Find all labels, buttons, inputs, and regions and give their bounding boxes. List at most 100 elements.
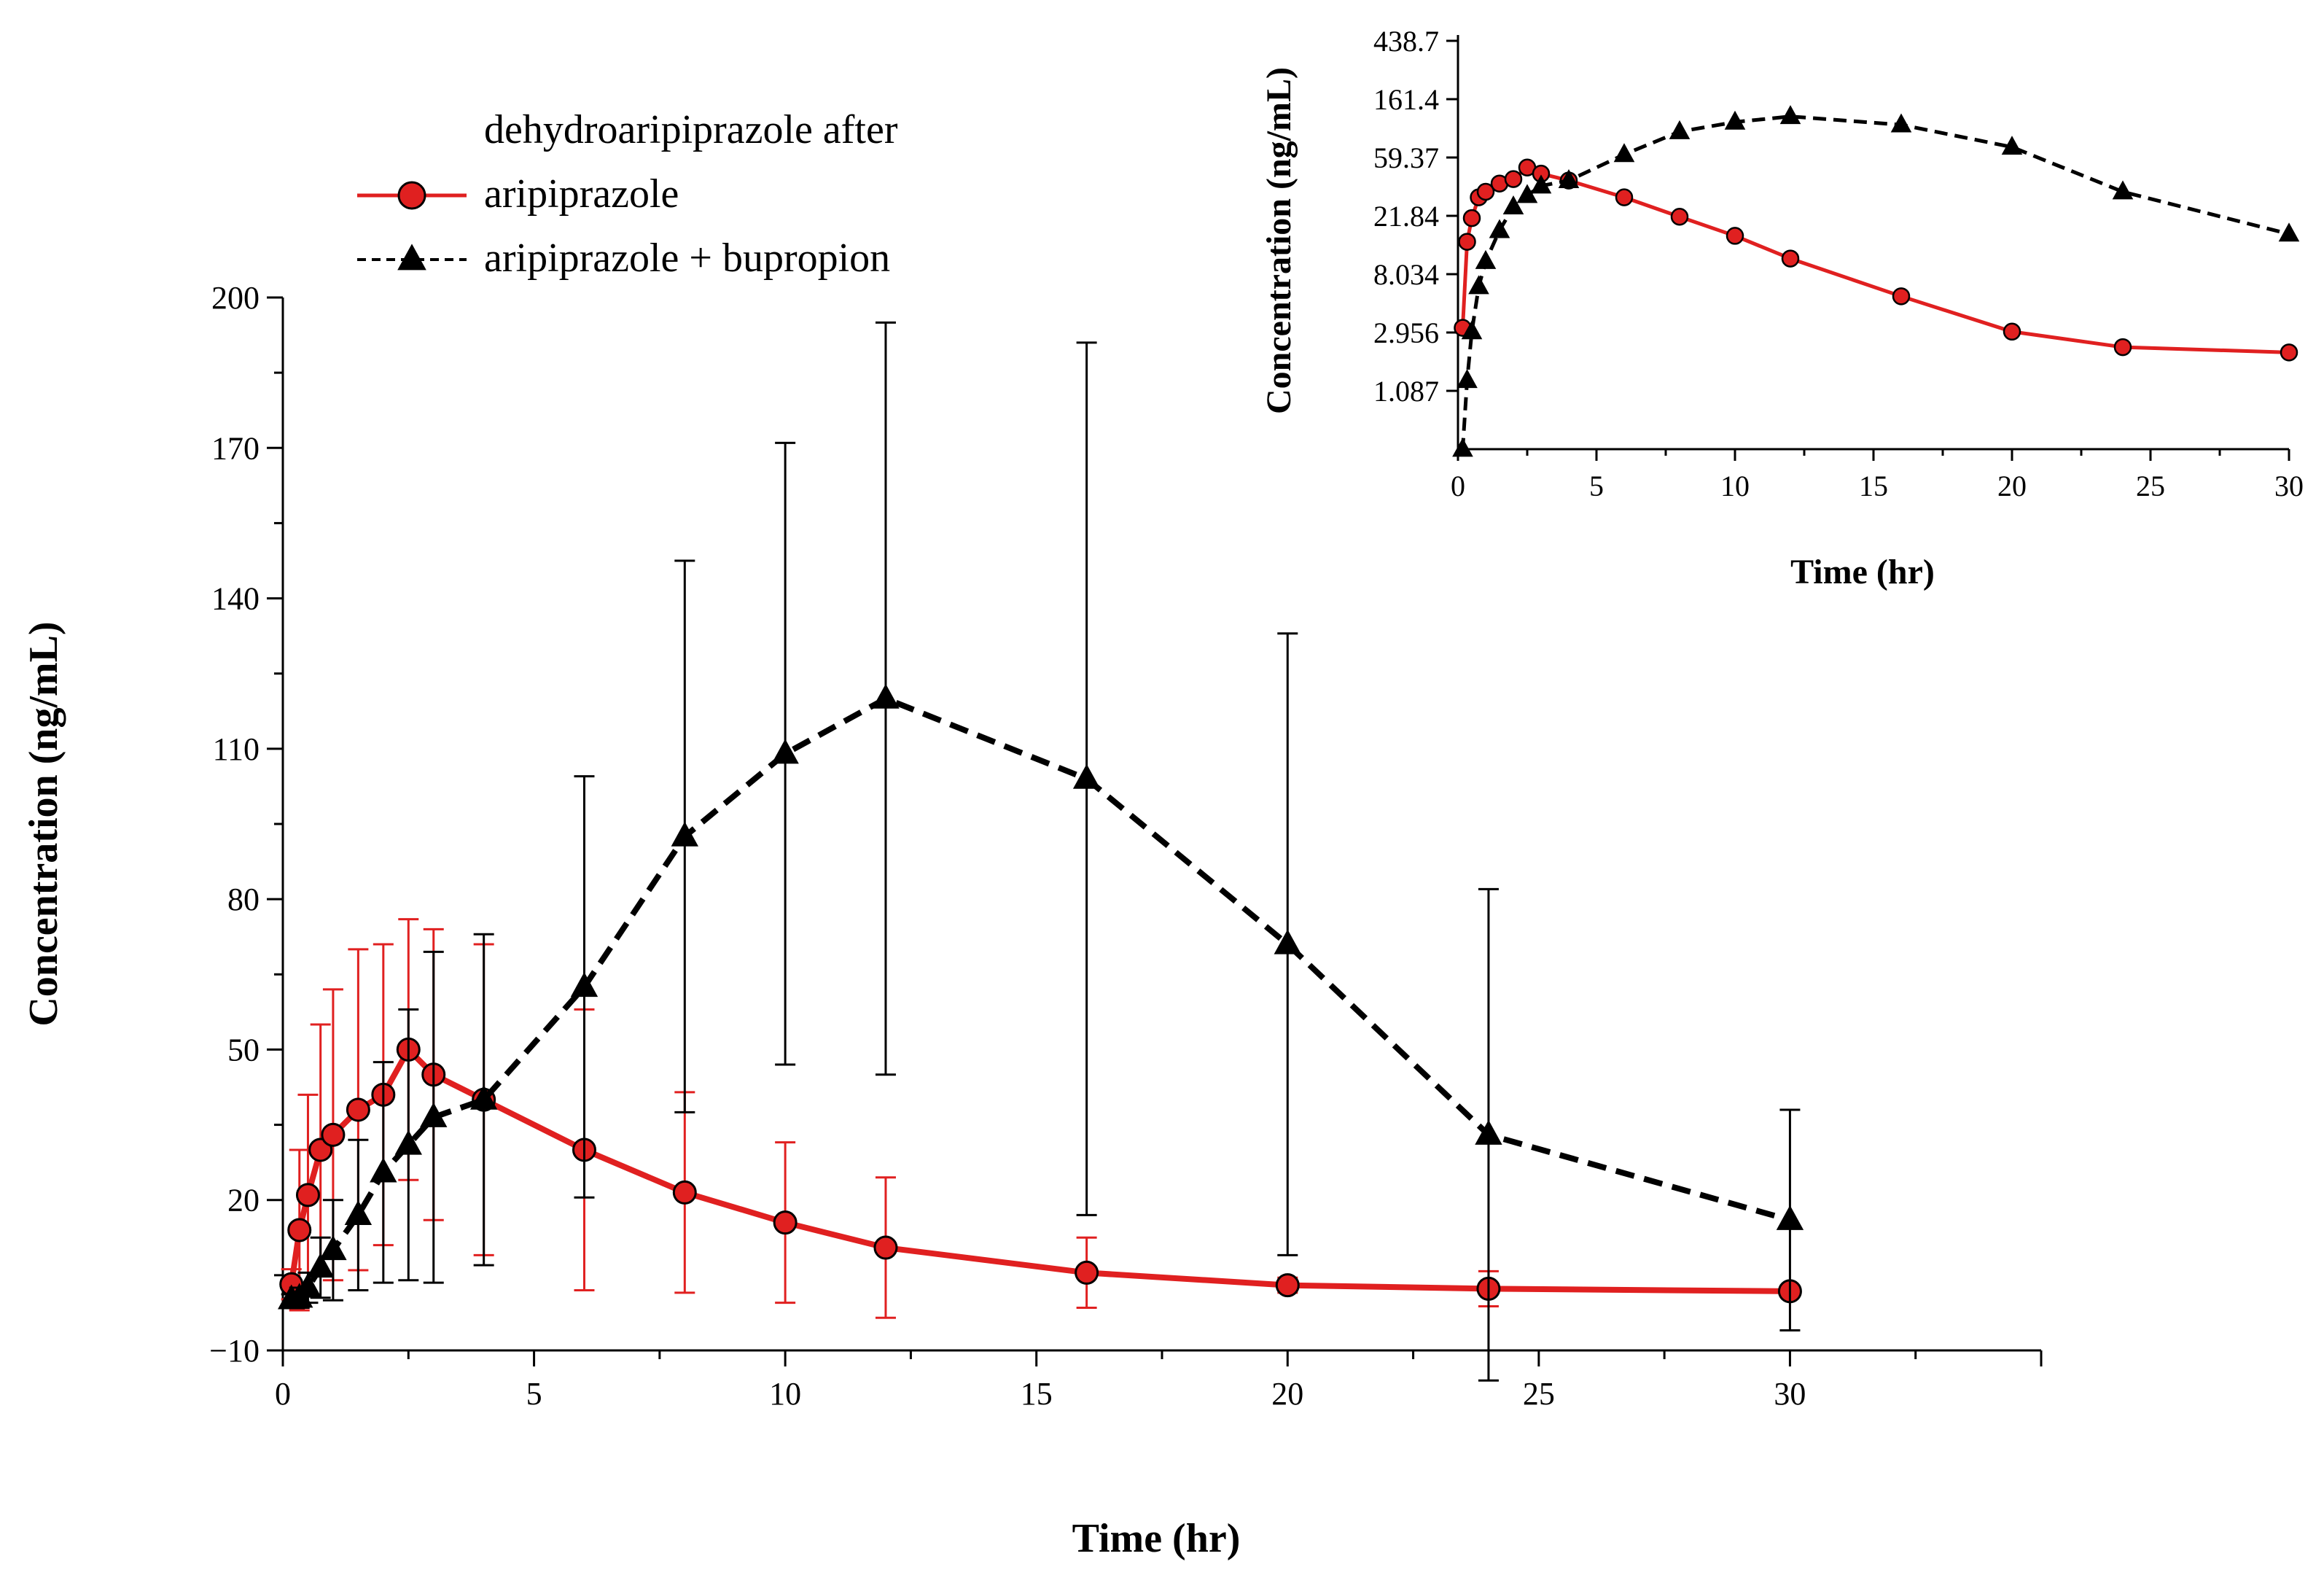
data-point (671, 821, 699, 847)
inset-y-tick-label: 2.956 (1373, 316, 1439, 349)
series-line (288, 1046, 1790, 1294)
y-tick-label: 20 (227, 1183, 260, 1218)
inset-data-point (1530, 174, 1552, 194)
data-point (394, 1129, 422, 1155)
data-point (773, 1210, 798, 1235)
series-aripiprazole-bupropion (278, 321, 1804, 1382)
inset-data-point (1670, 208, 1689, 226)
data-point (1075, 1260, 1099, 1285)
data-point (287, 1218, 312, 1242)
inset-data-point (1502, 195, 1524, 215)
data-point (370, 1157, 397, 1183)
inset-series-line (1460, 166, 2290, 354)
inset-y-axis-title: Concentration (ng/mL) (1260, 67, 1298, 414)
y-tick-label: 80 (227, 882, 260, 917)
inset-data-point (1458, 233, 1476, 251)
data-point (346, 1097, 370, 1122)
inset-x-tick-label: 0 (1451, 470, 1465, 502)
x-axis-title: Time (hr) (1072, 1516, 1241, 1561)
data-point (771, 739, 799, 764)
legend-entry-aripiprazole: aripiprazole (357, 171, 679, 217)
inset-data-point (1461, 320, 1483, 340)
y-tick-label: 170 (211, 430, 260, 466)
x-tick-label: 30 (1774, 1376, 1806, 1412)
inset-data-point (2278, 222, 2300, 242)
y-tick-label: 110 (213, 731, 260, 767)
data-point (1475, 1119, 1502, 1145)
inset-data-point (1726, 227, 1744, 245)
inset-data-point (1516, 184, 1538, 203)
inset-data-point (2112, 180, 2134, 200)
inset-data-point (1475, 249, 1497, 269)
inset-y-tick-label: 1.087 (1373, 375, 1439, 408)
inset-data-point (1504, 170, 1523, 188)
inset-data-point (2280, 343, 2298, 362)
legend-swatch-marker (397, 181, 426, 210)
legend-label: aripiprazole + bupropion (484, 236, 890, 281)
data-point (872, 683, 900, 709)
inset-data-point (1615, 188, 1634, 206)
inset-x-tick-label: 10 (1720, 470, 1750, 502)
inset-data-point (1890, 113, 1912, 133)
legend-swatch-marker (397, 244, 426, 271)
series-line (290, 696, 1791, 1302)
x-tick-label: 5 (526, 1376, 542, 1412)
inset-series-aripiprazole (1454, 158, 2298, 362)
inset-data-point (1669, 120, 1691, 139)
inset-x-tick-label: 15 (1859, 470, 1888, 502)
legend-label: aripiprazole (484, 171, 679, 217)
data-point (570, 972, 598, 998)
y-tick-label: 200 (211, 280, 260, 316)
legend-entry-aripiprazole-bupropion: aripiprazole + bupropion (357, 236, 890, 281)
inset-series-aripiprazole-bupropion (1452, 105, 2300, 457)
y-axis-title: Concentration (ng/mL) (21, 621, 66, 1026)
x-tick-label: 0 (275, 1376, 291, 1412)
legend-title: dehydroaripiprazole after (484, 107, 898, 152)
legend: dehydroaripiprazole after aripiprazole ari… (357, 107, 898, 281)
data-point (1274, 929, 1301, 954)
data-point (672, 1180, 697, 1205)
inset-data-point (1779, 105, 1801, 125)
inset-data-point (1462, 209, 1481, 228)
inset-x-tick-label: 20 (1997, 470, 2027, 502)
series-aripiprazole (279, 918, 1802, 1319)
data-point (420, 1102, 448, 1127)
x-tick-label: 15 (1021, 1376, 1053, 1412)
data-point (1072, 763, 1101, 789)
inset-y-tick-label: 438.7 (1373, 25, 1439, 58)
inset-data-point (1457, 369, 1478, 389)
x-tick-label: 25 (1523, 1376, 1555, 1412)
inset-data-point (2003, 322, 2021, 341)
data-point (306, 1253, 335, 1278)
inset-data-point (1476, 182, 1495, 201)
data-point (321, 1122, 346, 1147)
inset-x-tick-label: 30 (2274, 470, 2304, 502)
y-tick-label: −10 (209, 1333, 260, 1369)
data-point (294, 1272, 322, 1298)
data-point (873, 1235, 898, 1260)
inset-data-point (2001, 136, 2023, 155)
inset-series-line (1460, 114, 2290, 451)
inset-data-point (1724, 110, 1746, 130)
inset-y-tick-label: 161.4 (1373, 83, 1439, 116)
inset-x-axis-title: Time (hr) (1790, 553, 1935, 591)
data-point (319, 1235, 347, 1261)
inset-x-tick-label: 5 (1589, 470, 1604, 502)
x-tick-label: 20 (1271, 1376, 1303, 1412)
data-point (1776, 1205, 1804, 1230)
y-tick-label: 140 (211, 581, 260, 617)
inset-data-point (1892, 287, 1911, 306)
inset-data-point (1781, 249, 1800, 268)
data-point (469, 1084, 498, 1110)
inset-data-point (1613, 143, 1635, 163)
inset-data-point (1489, 219, 1510, 238)
inset-x-tick-label: 25 (2136, 470, 2165, 502)
data-point (344, 1199, 373, 1225)
inset-data-point (1452, 438, 1473, 457)
inset-y-tick-label: 8.034 (1373, 258, 1439, 291)
inset-y-tick-label: 59.37 (1373, 141, 1439, 174)
x-tick-label: 10 (769, 1376, 801, 1412)
